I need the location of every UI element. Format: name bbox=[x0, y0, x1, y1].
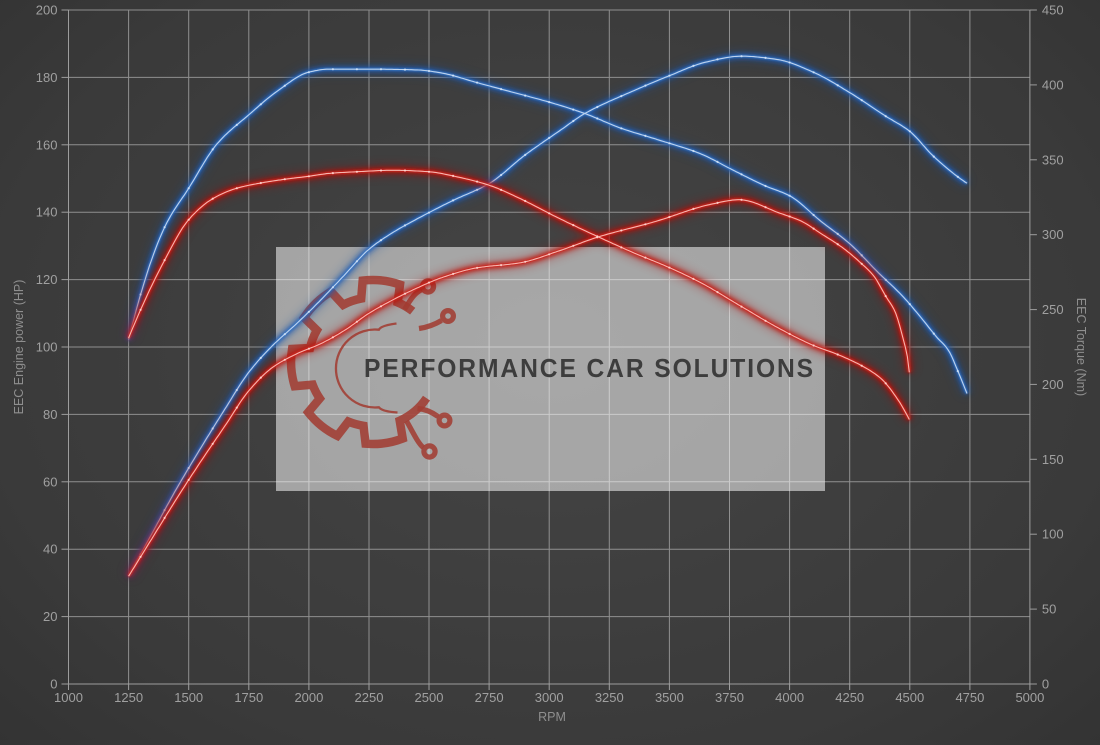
svg-text:EEC Torque (Nm): EEC Torque (Nm) bbox=[1074, 298, 1088, 396]
svg-text:400: 400 bbox=[1042, 77, 1064, 92]
svg-text:150: 150 bbox=[1042, 452, 1064, 467]
svg-text:140: 140 bbox=[36, 205, 58, 220]
svg-text:120: 120 bbox=[36, 272, 58, 287]
svg-text:RPM: RPM bbox=[538, 710, 566, 724]
svg-text:3750: 3750 bbox=[715, 690, 744, 705]
svg-text:200: 200 bbox=[1042, 377, 1064, 392]
svg-text:80: 80 bbox=[43, 407, 57, 422]
svg-text:4000: 4000 bbox=[775, 690, 804, 705]
svg-text:3500: 3500 bbox=[655, 690, 684, 705]
svg-text:2250: 2250 bbox=[355, 690, 384, 705]
svg-text:1750: 1750 bbox=[234, 690, 263, 705]
svg-text:200: 200 bbox=[36, 3, 58, 18]
svg-text:2500: 2500 bbox=[415, 690, 444, 705]
svg-text:2750: 2750 bbox=[475, 690, 504, 705]
svg-text:20: 20 bbox=[43, 609, 57, 624]
svg-text:1500: 1500 bbox=[174, 690, 203, 705]
svg-text:350: 350 bbox=[1042, 152, 1064, 167]
svg-text:3250: 3250 bbox=[595, 690, 624, 705]
svg-text:5000: 5000 bbox=[1015, 690, 1044, 705]
svg-text:60: 60 bbox=[43, 474, 57, 489]
svg-text:450: 450 bbox=[1042, 3, 1064, 18]
svg-text:180: 180 bbox=[36, 70, 58, 85]
svg-text:0: 0 bbox=[1042, 677, 1049, 692]
svg-text:4750: 4750 bbox=[955, 690, 984, 705]
svg-text:PERFORMANCE CAR SOLUTIONS: PERFORMANCE CAR SOLUTIONS bbox=[364, 353, 815, 383]
svg-text:0: 0 bbox=[50, 677, 57, 692]
svg-text:2000: 2000 bbox=[294, 690, 323, 705]
svg-text:50: 50 bbox=[1042, 602, 1056, 617]
svg-text:100: 100 bbox=[36, 340, 58, 355]
svg-text:4250: 4250 bbox=[835, 690, 864, 705]
svg-text:40: 40 bbox=[43, 542, 57, 557]
svg-text:1250: 1250 bbox=[114, 690, 143, 705]
svg-text:EEC Engine power (HP): EEC Engine power (HP) bbox=[12, 280, 26, 415]
svg-text:160: 160 bbox=[36, 137, 58, 152]
svg-text:3000: 3000 bbox=[535, 690, 564, 705]
svg-text:100: 100 bbox=[1042, 527, 1064, 542]
svg-text:250: 250 bbox=[1042, 302, 1064, 317]
svg-text:300: 300 bbox=[1042, 227, 1064, 242]
svg-text:4500: 4500 bbox=[895, 690, 924, 705]
svg-text:1000: 1000 bbox=[54, 690, 83, 705]
